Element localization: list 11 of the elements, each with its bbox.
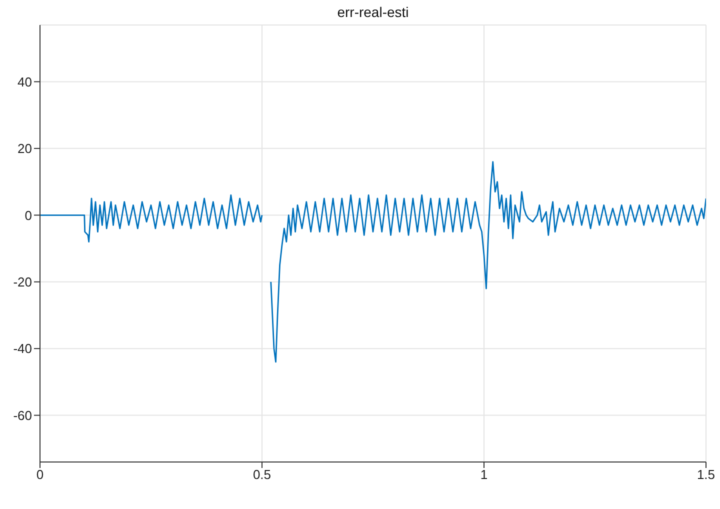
y-tick-label: 0 xyxy=(24,208,32,223)
x-tick-label: 1.5 xyxy=(696,467,716,482)
chart-title: err-real-esti xyxy=(336,4,410,20)
y-tick-label: -40 xyxy=(13,341,32,356)
y-tick-label: -20 xyxy=(13,274,32,290)
x-tick-label: 0.5 xyxy=(252,467,272,482)
y-tick-label: -60 xyxy=(13,408,32,423)
x-tick-label: 0 xyxy=(36,467,44,482)
y-tick-label: 20 xyxy=(18,141,32,156)
x-tick-label: 1 xyxy=(480,467,488,482)
y-tick-label: 40 xyxy=(18,74,32,90)
